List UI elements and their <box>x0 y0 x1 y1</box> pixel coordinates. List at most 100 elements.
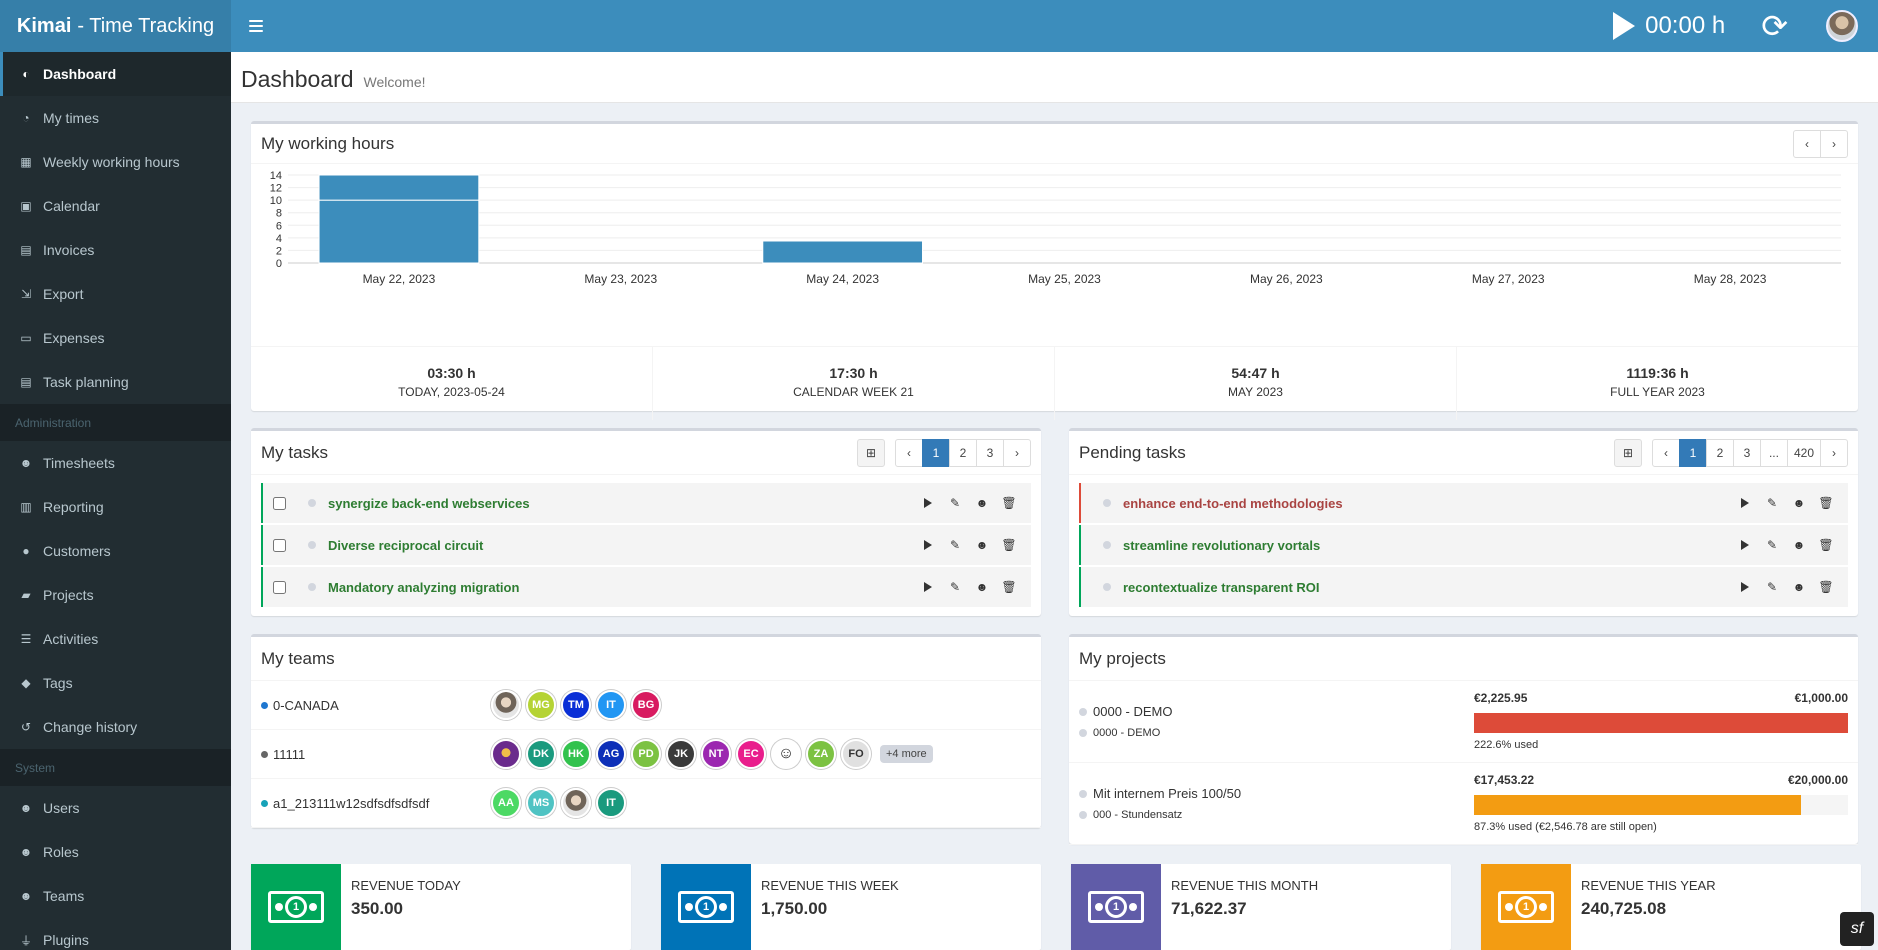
my-tasks-next-page-button[interactable]: › <box>1003 438 1031 467</box>
assign-user-icon[interactable]: ☻ <box>1792 538 1806 552</box>
sidebar-item-change-history[interactable]: ↺ Change history <box>0 705 231 749</box>
task-name-link[interactable]: Diverse reciprocal circuit <box>328 537 484 553</box>
team-member-avatar[interactable]: ☺ <box>771 739 801 769</box>
team-member-avatar[interactable]: EC <box>736 739 766 769</box>
edit-task-icon[interactable]: ✎ <box>949 580 961 594</box>
pending-tasks-page-button[interactable]: 420 <box>1786 438 1821 467</box>
task-name-link[interactable]: streamline revolutionary vortals <box>1123 537 1321 553</box>
user-avatar[interactable] <box>1826 10 1858 42</box>
sidebar-item-calendar[interactable]: ▣ Calendar <box>0 184 231 228</box>
project-customer[interactable]: 000 - Stundensatz <box>1093 809 1183 821</box>
pending-tasks-next-page-button[interactable]: › <box>1820 438 1848 467</box>
sidebar-item-export[interactable]: ⇲ Export <box>0 272 231 316</box>
sidebar-item-tags[interactable]: ◆ Tags <box>0 661 231 705</box>
start-task-play-icon[interactable] <box>1733 492 1757 514</box>
pending-tasks-page-button[interactable]: ... <box>1759 438 1788 467</box>
start-task-play-icon[interactable] <box>916 492 940 514</box>
delete-task-icon[interactable]: 🗑 <box>1818 580 1834 594</box>
team-member-avatar[interactable] <box>561 788 591 818</box>
team-member-avatar[interactable]: PD <box>631 739 661 769</box>
brand-logo[interactable]: Kimai - Time Tracking <box>0 0 231 52</box>
start-task-play-icon[interactable] <box>1733 534 1757 556</box>
task-name-link[interactable]: recontextualize transparent ROI <box>1123 579 1320 595</box>
sidebar-item-teams[interactable]: ☻ Teams <box>0 874 231 918</box>
sidebar-item-activities[interactable]: ☰ Activities <box>0 617 231 661</box>
sidebar-item-roles[interactable]: ☻ Roles <box>0 830 231 874</box>
delete-task-icon[interactable]: 🗑 <box>1001 538 1017 552</box>
task-name-link[interactable]: Mandatory analyzing migration <box>328 579 520 595</box>
my-tasks-page-button[interactable]: 1 <box>922 438 950 467</box>
project-name[interactable]: Mit internem Preis 100/50 <box>1093 786 1242 801</box>
team-member-avatar[interactable]: NT <box>701 739 731 769</box>
sidebar-toggle-icon[interactable] <box>245 15 267 37</box>
pending-tasks-prev-page-button[interactable]: ‹ <box>1651 438 1680 467</box>
delete-task-icon[interactable]: 🗑 <box>1001 496 1017 510</box>
team-member-avatar[interactable]: TM <box>561 690 591 720</box>
sidebar-item-weekly-working-hours[interactable]: ▦ Weekly working hours <box>0 140 231 184</box>
task-name-link[interactable]: synergize back-end webservices <box>328 495 530 511</box>
pending-tasks-page-button[interactable]: 1 <box>1678 438 1707 467</box>
pending-tasks-page-button[interactable]: 3 <box>1732 438 1761 467</box>
prev-week-button[interactable]: ‹ <box>1793 129 1821 158</box>
team-member-avatar[interactable]: AA <box>491 788 521 818</box>
my-tasks-page-button[interactable]: 3 <box>976 438 1004 467</box>
delete-task-icon[interactable]: 🗑 <box>1818 496 1834 510</box>
team-member-avatar[interactable]: FO <box>841 739 871 769</box>
pending-tasks-page-button[interactable]: 2 <box>1705 438 1734 467</box>
team-member-avatar[interactable]: ZA <box>806 739 836 769</box>
team-member-avatar[interactable]: IT <box>596 788 626 818</box>
team-member-avatar[interactable]: AG <box>596 739 626 769</box>
start-task-play-icon[interactable] <box>1733 576 1757 598</box>
team-member-avatar[interactable]: DK <box>526 739 556 769</box>
task-checkbox[interactable] <box>273 496 286 510</box>
sidebar-item-users[interactable]: ☻ Users <box>0 786 231 830</box>
task-checkbox[interactable] <box>273 538 286 552</box>
sidebar-item-customers[interactable]: ● Customers <box>0 529 231 573</box>
delete-task-icon[interactable]: 🗑 <box>1818 538 1834 552</box>
sidebar-item-expenses[interactable]: ▭ Expenses <box>0 316 231 360</box>
sidebar-item-timesheets[interactable]: ☻ Timesheets <box>0 441 231 485</box>
sidebar-item-task-planning[interactable]: ▤ Task planning <box>0 360 231 404</box>
sidebar-item-dashboard[interactable]: ◐ Dashboard <box>0 52 231 96</box>
my-tasks-page-button[interactable]: 2 <box>949 438 977 467</box>
edit-task-icon[interactable]: ✎ <box>1766 538 1778 552</box>
team-member-avatar[interactable]: HK <box>561 739 591 769</box>
sidebar-item-my-times[interactable]: ◔ My times <box>0 96 231 140</box>
edit-task-icon[interactable]: ✎ <box>949 496 961 510</box>
assign-user-icon[interactable]: ☻ <box>975 580 989 594</box>
edit-task-icon[interactable]: ✎ <box>1766 496 1778 510</box>
my-tasks-expand-button[interactable]: ⊞ <box>857 438 885 467</box>
edit-task-icon[interactable]: ✎ <box>949 538 961 552</box>
team-member-avatar[interactable] <box>491 690 521 720</box>
chart-bar[interactable] <box>318 174 480 201</box>
team-member-avatar[interactable]: JK <box>666 739 696 769</box>
team-member-avatar[interactable]: IT <box>596 690 626 720</box>
task-name-link[interactable]: enhance end-to-end methodologies <box>1123 495 1343 511</box>
more-members-badge[interactable]: +4 more <box>880 745 933 763</box>
assign-user-icon[interactable]: ☻ <box>975 496 989 510</box>
chart-bar[interactable] <box>318 199 480 264</box>
sidebar-item-invoices[interactable]: ▤ Invoices <box>0 228 231 272</box>
start-task-play-icon[interactable] <box>916 534 940 556</box>
chart-bar[interactable] <box>762 240 924 264</box>
my-tasks-prev-page-button[interactable]: ‹ <box>895 438 923 467</box>
assign-user-icon[interactable]: ☻ <box>1792 580 1806 594</box>
edit-task-icon[interactable]: ✎ <box>1766 580 1778 594</box>
delete-task-icon[interactable]: 🗑 <box>1001 580 1017 594</box>
sidebar-item-projects[interactable]: ▰ Projects <box>0 573 231 617</box>
team-member-avatar[interactable]: BG <box>631 690 661 720</box>
assign-user-icon[interactable]: ☻ <box>1792 496 1806 510</box>
pending-tasks-expand-button[interactable]: ⊞ <box>1613 438 1642 467</box>
assign-user-icon[interactable]: ☻ <box>975 538 989 552</box>
project-name[interactable]: 0000 - DEMO <box>1093 704 1173 719</box>
sidebar-item-reporting[interactable]: ▥ Reporting <box>0 485 231 529</box>
symfony-toolbar-icon[interactable]: sf <box>1840 912 1874 946</box>
task-checkbox[interactable] <box>273 580 286 594</box>
sidebar-item-plugins[interactable]: ⏚ Plugins <box>0 918 231 950</box>
start-task-play-icon[interactable] <box>916 576 940 598</box>
reload-icon[interactable]: ⟳ <box>1761 8 1788 44</box>
team-member-avatar[interactable] <box>491 739 521 769</box>
next-week-button[interactable]: › <box>1820 129 1848 158</box>
start-timer-button[interactable]: 00:00 h <box>1613 12 1725 40</box>
team-member-avatar[interactable]: MG <box>526 690 556 720</box>
